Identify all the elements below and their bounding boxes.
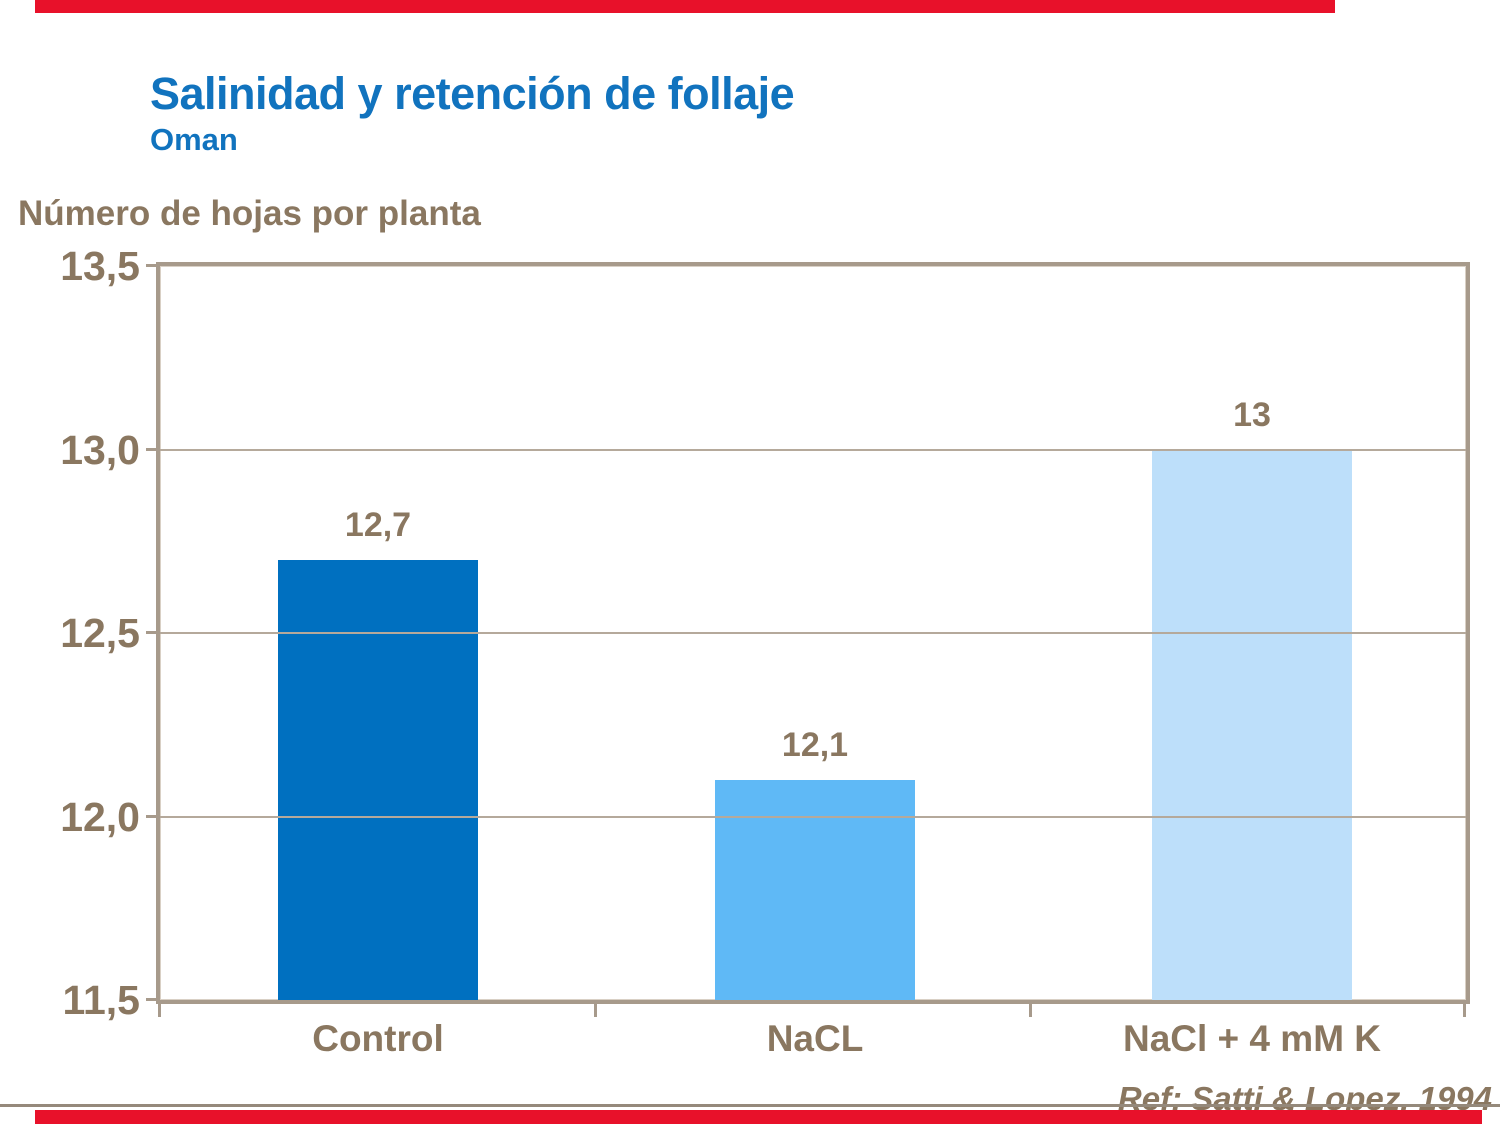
bar-value-label-nacl: 12,1 xyxy=(781,726,849,764)
chart-title: Salinidad y retención de follaje xyxy=(150,68,795,119)
bar-nacl xyxy=(715,779,915,1000)
top-accent-bar xyxy=(35,0,1335,13)
y-tick xyxy=(146,448,158,451)
x-tick xyxy=(1463,1004,1466,1017)
y-tick xyxy=(146,815,158,818)
x-axis-label-nacl-4mmk: NaCl + 4 mM K xyxy=(1122,1018,1382,1059)
y-tick xyxy=(146,631,158,634)
y-tick xyxy=(146,998,158,1001)
x-tick xyxy=(158,1004,161,1017)
x-tick xyxy=(1029,1004,1032,1017)
gridline xyxy=(160,632,1466,634)
bottom-accent-bar xyxy=(35,1110,1482,1124)
y-axis-title: Número de hojas por planta xyxy=(18,194,481,233)
x-tick xyxy=(594,1004,597,1017)
y-axis-label: 12,5 xyxy=(60,610,140,656)
bar-value-label-nacl-4mmk: 13 xyxy=(1233,396,1271,434)
x-axis-label-nacl: NaCL xyxy=(766,1018,864,1059)
bar-nacl-4mmk xyxy=(1152,449,1352,1000)
gridline xyxy=(160,816,1466,818)
y-axis-label: 12,0 xyxy=(60,794,140,840)
y-axis-label: 11,5 xyxy=(62,977,140,1023)
gridline xyxy=(160,449,1466,451)
x-axis-label-control: Control xyxy=(312,1018,444,1059)
y-axis-label: 13,0 xyxy=(60,427,140,473)
y-axis-label: 13,5 xyxy=(60,243,140,289)
bar-value-label-control: 12,7 xyxy=(344,506,412,544)
chart-subtitle: Oman xyxy=(150,122,238,157)
bar-control xyxy=(278,559,478,1000)
y-tick xyxy=(146,264,158,267)
plot-area xyxy=(156,262,1470,1004)
footer-divider-line xyxy=(0,1104,1500,1107)
